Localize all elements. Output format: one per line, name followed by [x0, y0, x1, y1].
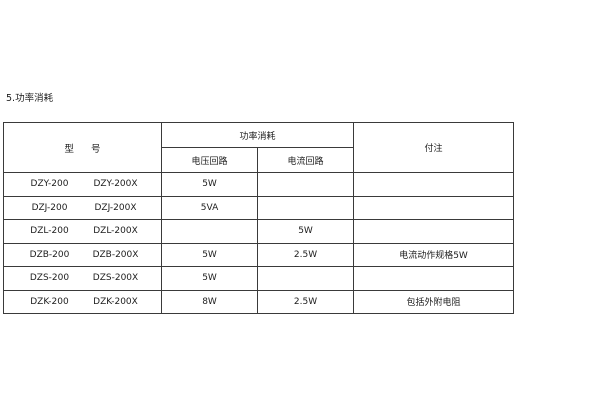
cell-current-circuit: 2.5W	[256, 242, 355, 267]
header-cell-power-group: 功率消耗	[160, 122, 355, 148]
cell-model: DZJ-200 DZJ-200X	[3, 195, 162, 220]
model-name-variant: DZS-200X	[92, 273, 139, 284]
model-name-variant: DZL-200X	[93, 226, 138, 237]
table-row: DZB-200 DZB-200X 5W 2.5W 电流动作规格5W	[3, 242, 515, 267]
cell-model: DZS-200 DZS-200X	[3, 266, 162, 291]
table-row: DZJ-200 DZJ-200X 5VA	[3, 195, 515, 220]
model-name-primary: DZL-200	[30, 226, 69, 237]
table-header: 型 号 功率消耗 付注 电压回路 电流回路	[3, 122, 515, 173]
model-name-primary: DZB-200	[29, 249, 70, 260]
section-title: 5.功率消耗	[6, 93, 54, 104]
cell-remark: 包括外附电阻	[353, 289, 515, 314]
cell-current-circuit	[256, 266, 355, 291]
header-cell-model: 型 号	[3, 122, 162, 173]
model-name-variant: DZY-200X	[93, 179, 138, 190]
cell-remark	[353, 219, 515, 244]
model-name-primary: DZS-200	[29, 273, 70, 284]
table-body: DZY-200 DZY-200X 5W DZJ-200 DZJ-200X 5VA	[3, 172, 515, 314]
cell-model: DZL-200 DZL-200X	[3, 219, 162, 244]
model-name-primary: DZY-200	[30, 179, 69, 190]
cell-current-circuit: 5W	[256, 219, 355, 244]
cell-remark	[353, 172, 515, 197]
table-row: DZL-200 DZL-200X 5W	[3, 219, 515, 244]
cell-voltage-circuit: 5W	[161, 172, 258, 197]
cell-model: DZK-200 DZK-200X	[3, 289, 162, 314]
cell-model: DZB-200 DZB-200X	[3, 242, 162, 267]
model-name-primary: DZJ-200	[31, 202, 68, 213]
table-row: DZS-200 DZS-200X 5W	[3, 266, 515, 291]
model-name-variant: DZB-200X	[92, 249, 139, 260]
table-row: DZY-200 DZY-200X 5W	[3, 172, 515, 197]
power-consumption-table: 型 号 功率消耗 付注 电压回路 电流回路 DZY-200 DZY-200X 5…	[3, 122, 515, 314]
cell-remark: 电流动作规格5W	[353, 242, 515, 267]
table-header-row-top: 型 号 功率消耗 付注	[3, 122, 515, 173]
header-cell-current-circuit: 电流回路	[256, 147, 355, 173]
cell-remark	[353, 266, 515, 291]
header-cell-voltage-circuit: 电压回路	[161, 147, 258, 173]
cell-current-circuit: 2.5W	[256, 289, 355, 314]
cell-current-circuit	[256, 195, 355, 220]
header-label-model: 型 号	[64, 143, 108, 155]
cell-voltage-circuit: 5VA	[161, 195, 258, 220]
cell-voltage-circuit: 5W	[161, 266, 258, 291]
cell-voltage-circuit	[161, 219, 258, 244]
model-name-primary: DZK-200	[30, 296, 69, 307]
table-row: DZK-200 DZK-200X 8W 2.5W 包括外附电阻	[3, 289, 515, 314]
cell-model: DZY-200 DZY-200X	[3, 172, 162, 197]
model-name-variant: DZK-200X	[93, 296, 138, 307]
header-cell-remark: 付注	[353, 122, 515, 173]
cell-voltage-circuit: 5W	[161, 242, 258, 267]
cell-voltage-circuit: 8W	[161, 289, 258, 314]
cell-current-circuit	[256, 172, 355, 197]
model-name-variant: DZJ-200X	[94, 202, 137, 213]
table-header-row-sub: 电压回路 电流回路	[4, 147, 514, 173]
cell-remark	[353, 195, 515, 220]
